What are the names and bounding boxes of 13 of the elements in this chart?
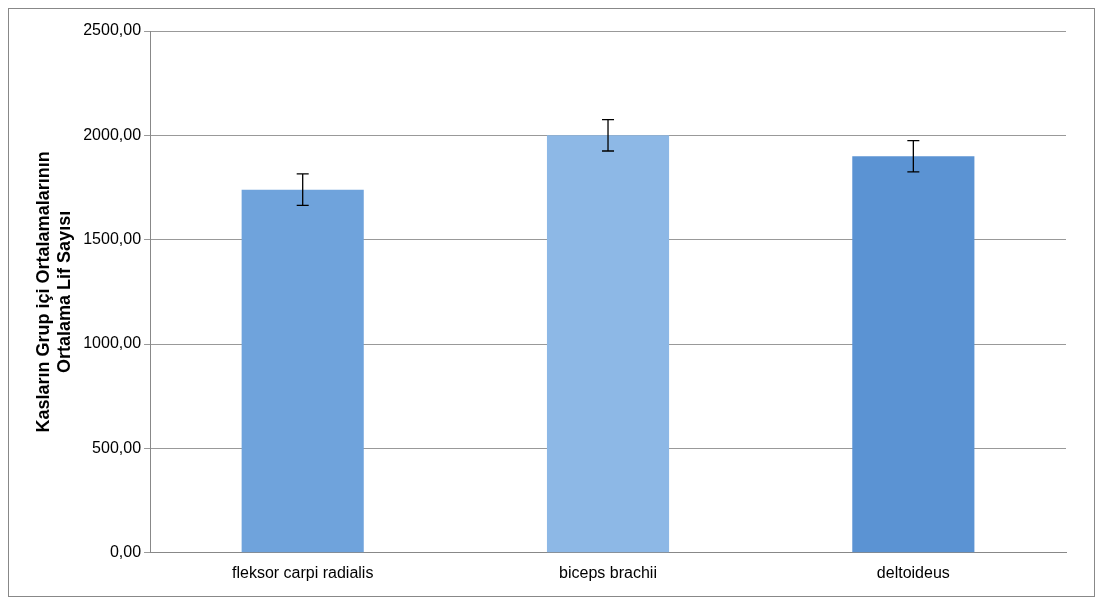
x-tick-label: fleksor carpi radialis: [232, 563, 374, 581]
x-tick-label: biceps brachii: [559, 563, 657, 581]
y-tick-label: 1000,00: [83, 334, 142, 352]
bar: [852, 156, 975, 553]
y-tick-label: 500,00: [92, 438, 142, 456]
y-tick-label: 2000,00: [83, 125, 142, 143]
x-tick-label: deltoideus: [876, 563, 950, 581]
y-tick-label: 1500,00: [83, 230, 142, 248]
y-axis-title: Kasların Grup içi Ortalamalarının Ortalama Lif Sayısı: [32, 151, 75, 433]
y-tick-label: 0,00: [109, 543, 142, 561]
bar: [546, 135, 670, 553]
y-tick-label: 2500,00: [83, 21, 142, 39]
bar: [241, 189, 364, 553]
